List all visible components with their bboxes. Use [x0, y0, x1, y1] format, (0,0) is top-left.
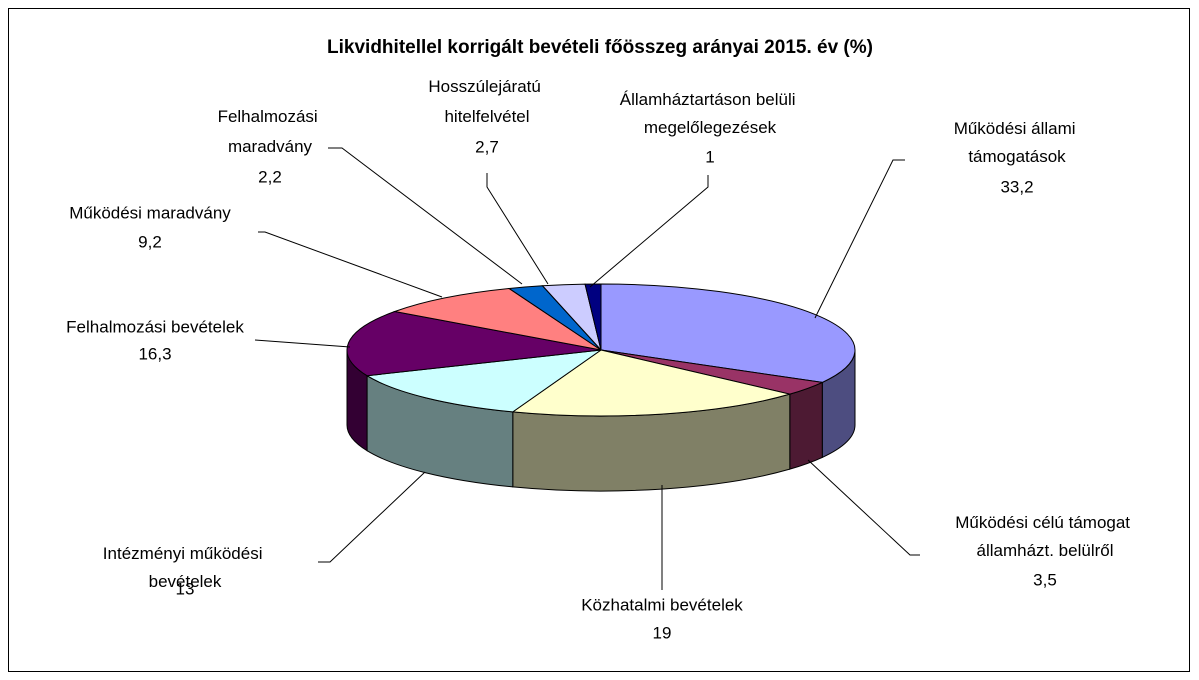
leader-line: [318, 471, 426, 563]
slice: [346, 310, 602, 377]
slice: [365, 349, 602, 413]
leader-line: [486, 173, 549, 285]
data-label-name: Működési állami támogatások: [954, 119, 1081, 166]
leader-line: [814, 159, 905, 319]
data-label-name: Intézményi működési bevételek: [103, 544, 267, 591]
chart-title: Likvidhitellel korrigált bevételi főössz…: [327, 37, 873, 58]
data-label-value: 16,3: [138, 344, 171, 363]
slice: [392, 287, 602, 351]
data-label-value: 2,2: [258, 167, 282, 186]
slice-side: [789, 381, 823, 470]
data-label-name: Működési célú támogat államházt. belülrő…: [955, 513, 1135, 560]
data-label-value: 1: [705, 147, 714, 166]
data-label-value: 19: [653, 623, 672, 642]
slice: [511, 349, 792, 417]
slice: [600, 283, 856, 383]
leader-line: [328, 147, 523, 285]
data-label-name: Felhalmozási maradvány: [218, 107, 323, 156]
data-label-value: 3,5: [1033, 570, 1057, 589]
leader-line: [254, 339, 351, 348]
data-label-name: Közhatalmi bevételek: [581, 595, 743, 614]
data-label-name: Államháztartáson belüli megelőlegezések: [620, 90, 800, 137]
data-label-value: 13: [176, 579, 195, 598]
data-label-name: Hosszúlejáratú hitelfelvétel: [428, 77, 545, 126]
leader-line: [589, 175, 709, 288]
data-label-value: 2,7: [475, 137, 499, 156]
data-label-value: 33,2: [1000, 177, 1033, 196]
data-label-value: 9,2: [138, 232, 162, 251]
leader-line: [258, 231, 443, 298]
data-label-name: Működési maradvány: [69, 203, 231, 222]
data-label-name: Felhalmozási bevételek: [66, 317, 244, 336]
leader-line: [807, 459, 920, 556]
